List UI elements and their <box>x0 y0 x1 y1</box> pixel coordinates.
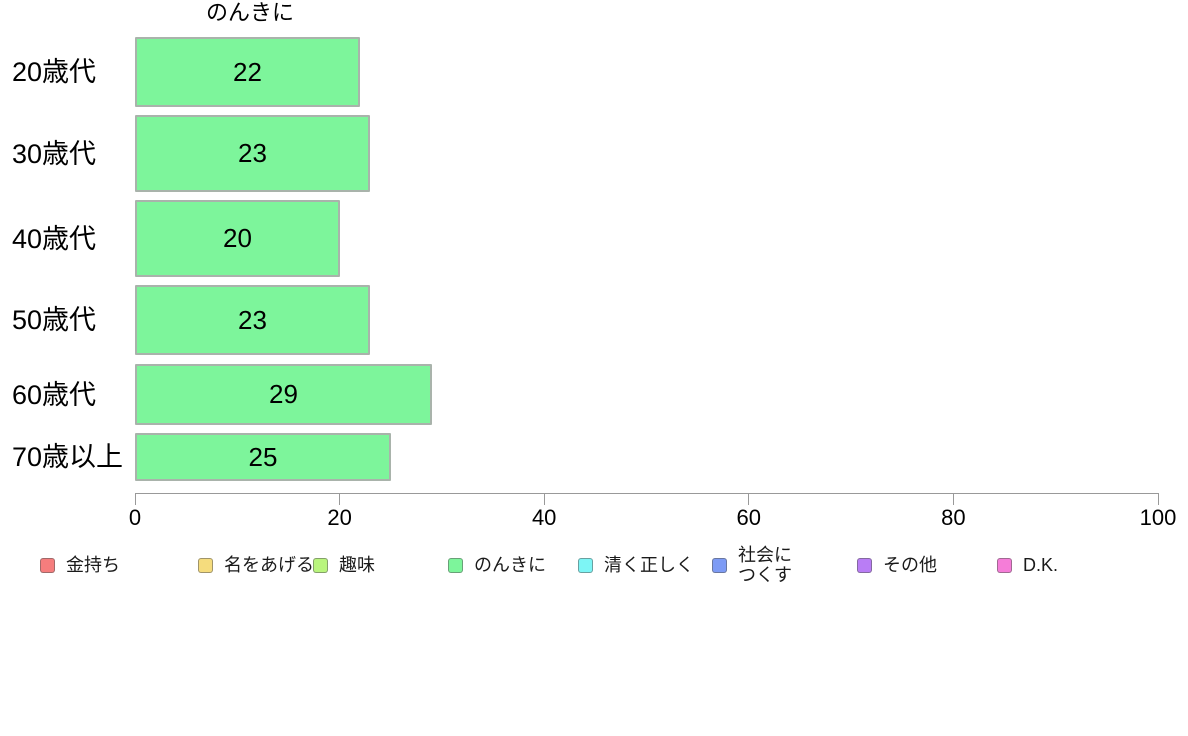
x-axis-tick <box>543 493 545 505</box>
x-axis-tick-label: 100 <box>1139 505 1177 530</box>
legend-label: 趣味 <box>339 554 375 575</box>
legend-label: その他 <box>883 554 937 575</box>
legend-label: 名をあげる <box>224 554 314 575</box>
bar-value-label: 25 <box>248 441 278 472</box>
bar-value-label: 22 <box>233 56 262 87</box>
category-label: 40歳代 <box>12 223 97 254</box>
legend-swatch <box>712 558 727 573</box>
bar[interactable]: 29 <box>135 364 432 425</box>
chart-title: のんきに <box>205 0 294 25</box>
legend-label: 清く正しく <box>604 554 694 575</box>
x-axis-tick-label: 0 <box>128 505 142 530</box>
legend-label: のんきに <box>474 554 546 575</box>
legend-label: D.K. <box>1023 554 1059 575</box>
bar-value-label: 23 <box>238 304 267 335</box>
bar-value-label: 20 <box>223 223 252 253</box>
bar[interactable]: 20 <box>135 200 340 277</box>
category-label: 60歳代 <box>12 379 97 410</box>
x-axis-tick <box>748 493 750 505</box>
category-label: 50歳代 <box>12 305 97 335</box>
x-axis-tick <box>134 493 136 505</box>
category-label: 70歳以上 <box>12 442 124 472</box>
bar[interactable]: 22 <box>135 37 360 107</box>
category-label: 30歳代 <box>12 138 97 169</box>
legend-swatch <box>313 558 328 573</box>
legend-swatch <box>997 558 1012 573</box>
legend-swatch <box>40 558 55 573</box>
x-axis-line <box>135 493 1158 494</box>
legend-swatch <box>198 558 213 573</box>
x-axis-tick <box>952 493 954 505</box>
x-axis-tick-label: 60 <box>736 505 762 530</box>
x-axis-tick-label: 20 <box>327 505 352 530</box>
bar-value-label: 29 <box>269 379 298 409</box>
bar[interactable]: 23 <box>135 285 370 355</box>
legend-swatch <box>857 558 872 573</box>
x-axis-tick-label: 80 <box>941 505 966 530</box>
legend-label: 金持ち <box>66 554 120 575</box>
x-axis-tick <box>339 493 341 505</box>
bar[interactable]: 23 <box>135 115 370 192</box>
x-axis-tick-label: 40 <box>531 505 557 530</box>
legend-label: 社会に つくす <box>738 544 792 585</box>
bar-value-label: 23 <box>238 138 267 168</box>
legend-swatch <box>448 558 463 573</box>
legend-swatch <box>578 558 593 573</box>
bar[interactable]: 25 <box>135 433 391 481</box>
x-axis-tick <box>1157 493 1159 505</box>
category-label: 20歳代 <box>12 57 97 87</box>
